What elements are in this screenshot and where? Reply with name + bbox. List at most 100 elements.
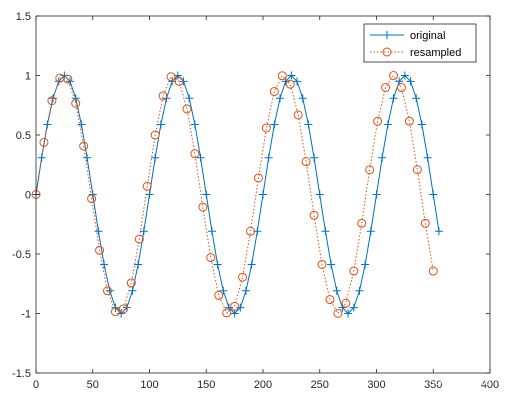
point-resampled (285, 79, 295, 89)
x-tick-label: 50 (87, 379, 99, 391)
point-original (383, 120, 392, 129)
y-tick-label: -1 (21, 309, 31, 321)
y-tick-label: -0.5 (12, 249, 31, 261)
point-original (207, 227, 216, 236)
point-original (378, 153, 387, 162)
x-tick-label: 250 (311, 379, 329, 391)
point-original (54, 77, 63, 86)
y-tick-label: 0.5 (16, 130, 31, 142)
point-original (310, 153, 319, 162)
point-original (145, 190, 154, 199)
point-resampled (214, 290, 224, 300)
point-resampled (166, 72, 176, 82)
y-tick-label: 1.5 (16, 11, 31, 23)
point-original (332, 286, 341, 295)
point-resampled (373, 116, 383, 126)
point-original (241, 286, 250, 295)
point-original (259, 190, 267, 199)
x-tick-label: 0 (33, 379, 39, 391)
point-original (100, 260, 109, 269)
y-tick-label: 0 (25, 190, 31, 202)
point-resampled (134, 234, 144, 244)
point-resampled (317, 259, 327, 269)
point-original (389, 94, 398, 103)
axis-ticks (35, 15, 491, 374)
point-resampled (269, 86, 279, 96)
point-original (151, 153, 160, 162)
point-resampled (365, 165, 375, 175)
point-original (293, 77, 302, 86)
point-resampled (389, 71, 399, 80)
point-resampled (238, 272, 248, 282)
point-resampled (79, 141, 89, 151)
x-tick-label: 300 (367, 379, 385, 391)
point-original (185, 94, 194, 103)
point-resampled (126, 278, 136, 288)
point-original (66, 77, 75, 86)
point-original (94, 227, 103, 236)
point-resampled (412, 165, 422, 175)
point-resampled (309, 210, 319, 220)
point-resampled (71, 98, 81, 108)
point-original (49, 94, 58, 103)
point-original (406, 77, 415, 86)
point-original (270, 120, 279, 129)
point-resampled (190, 149, 200, 159)
point-original (71, 94, 80, 103)
legend-label-original: original (410, 30, 445, 42)
point-resampled (246, 226, 256, 236)
point-resampled (404, 116, 414, 126)
point-original (321, 227, 330, 236)
point-resampled (428, 266, 438, 276)
point-original (315, 190, 324, 199)
point-resampled (118, 304, 128, 314)
x-tick-label: 350 (424, 379, 442, 391)
watermark: CSDN @jk_101 (421, 377, 492, 388)
point-resampled (110, 307, 120, 317)
series-layer (31, 71, 443, 318)
point-original (213, 260, 222, 269)
point-original (417, 120, 426, 129)
point-resampled (182, 104, 192, 114)
point-resampled (396, 83, 406, 93)
point-original (105, 286, 114, 295)
point-original (179, 77, 188, 86)
point-resampled (95, 245, 105, 255)
point-original (400, 71, 409, 80)
point-resampled (103, 286, 112, 296)
point-resampled (325, 295, 335, 305)
point-original (202, 190, 211, 199)
point-resampled (158, 91, 168, 101)
x-tick-label: 400 (481, 379, 499, 391)
point-resampled (420, 218, 430, 228)
point-original (287, 71, 296, 80)
legend-circle-marker (382, 47, 392, 57)
point-resampled (142, 181, 152, 191)
x-tick-label: 200 (254, 379, 272, 391)
point-original (355, 286, 364, 295)
point-resampled (253, 173, 263, 183)
point-resampled (261, 123, 271, 133)
point-original (37, 153, 46, 162)
point-original (423, 153, 432, 162)
legend-box (363, 23, 477, 63)
legend-label-resampled: resampled (410, 47, 461, 59)
point-original (429, 190, 438, 199)
series-line-resampled (35, 74, 434, 315)
y-tick-label: -1.5 (12, 368, 31, 380)
point-original (156, 120, 165, 129)
tick-labels: 0 50 100 150 200 250 300 350 400 -1.5 -1 -0.5 0 0.5 1 1… (12, 11, 499, 391)
point-resampled (357, 218, 367, 228)
point-original (219, 286, 228, 295)
point-resampled (301, 157, 311, 167)
point-original (372, 190, 381, 199)
legend-plus-marker (383, 31, 391, 39)
legend-entry-original: original (370, 30, 445, 42)
point-resampled (333, 308, 343, 318)
point-original (236, 303, 245, 312)
point-original (224, 303, 233, 312)
point-original (349, 303, 358, 312)
point-original (196, 153, 205, 162)
point-resampled (277, 71, 287, 81)
point-original (276, 94, 285, 103)
